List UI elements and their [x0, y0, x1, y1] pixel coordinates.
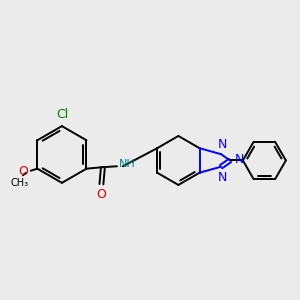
- Text: N: N: [217, 138, 227, 151]
- Text: CH₃: CH₃: [11, 178, 28, 188]
- Text: N: N: [217, 171, 227, 184]
- Text: O: O: [97, 188, 106, 201]
- Text: Cl: Cl: [56, 108, 68, 121]
- Text: N: N: [235, 153, 244, 167]
- Text: O: O: [18, 165, 28, 178]
- Text: NH: NH: [119, 160, 136, 170]
